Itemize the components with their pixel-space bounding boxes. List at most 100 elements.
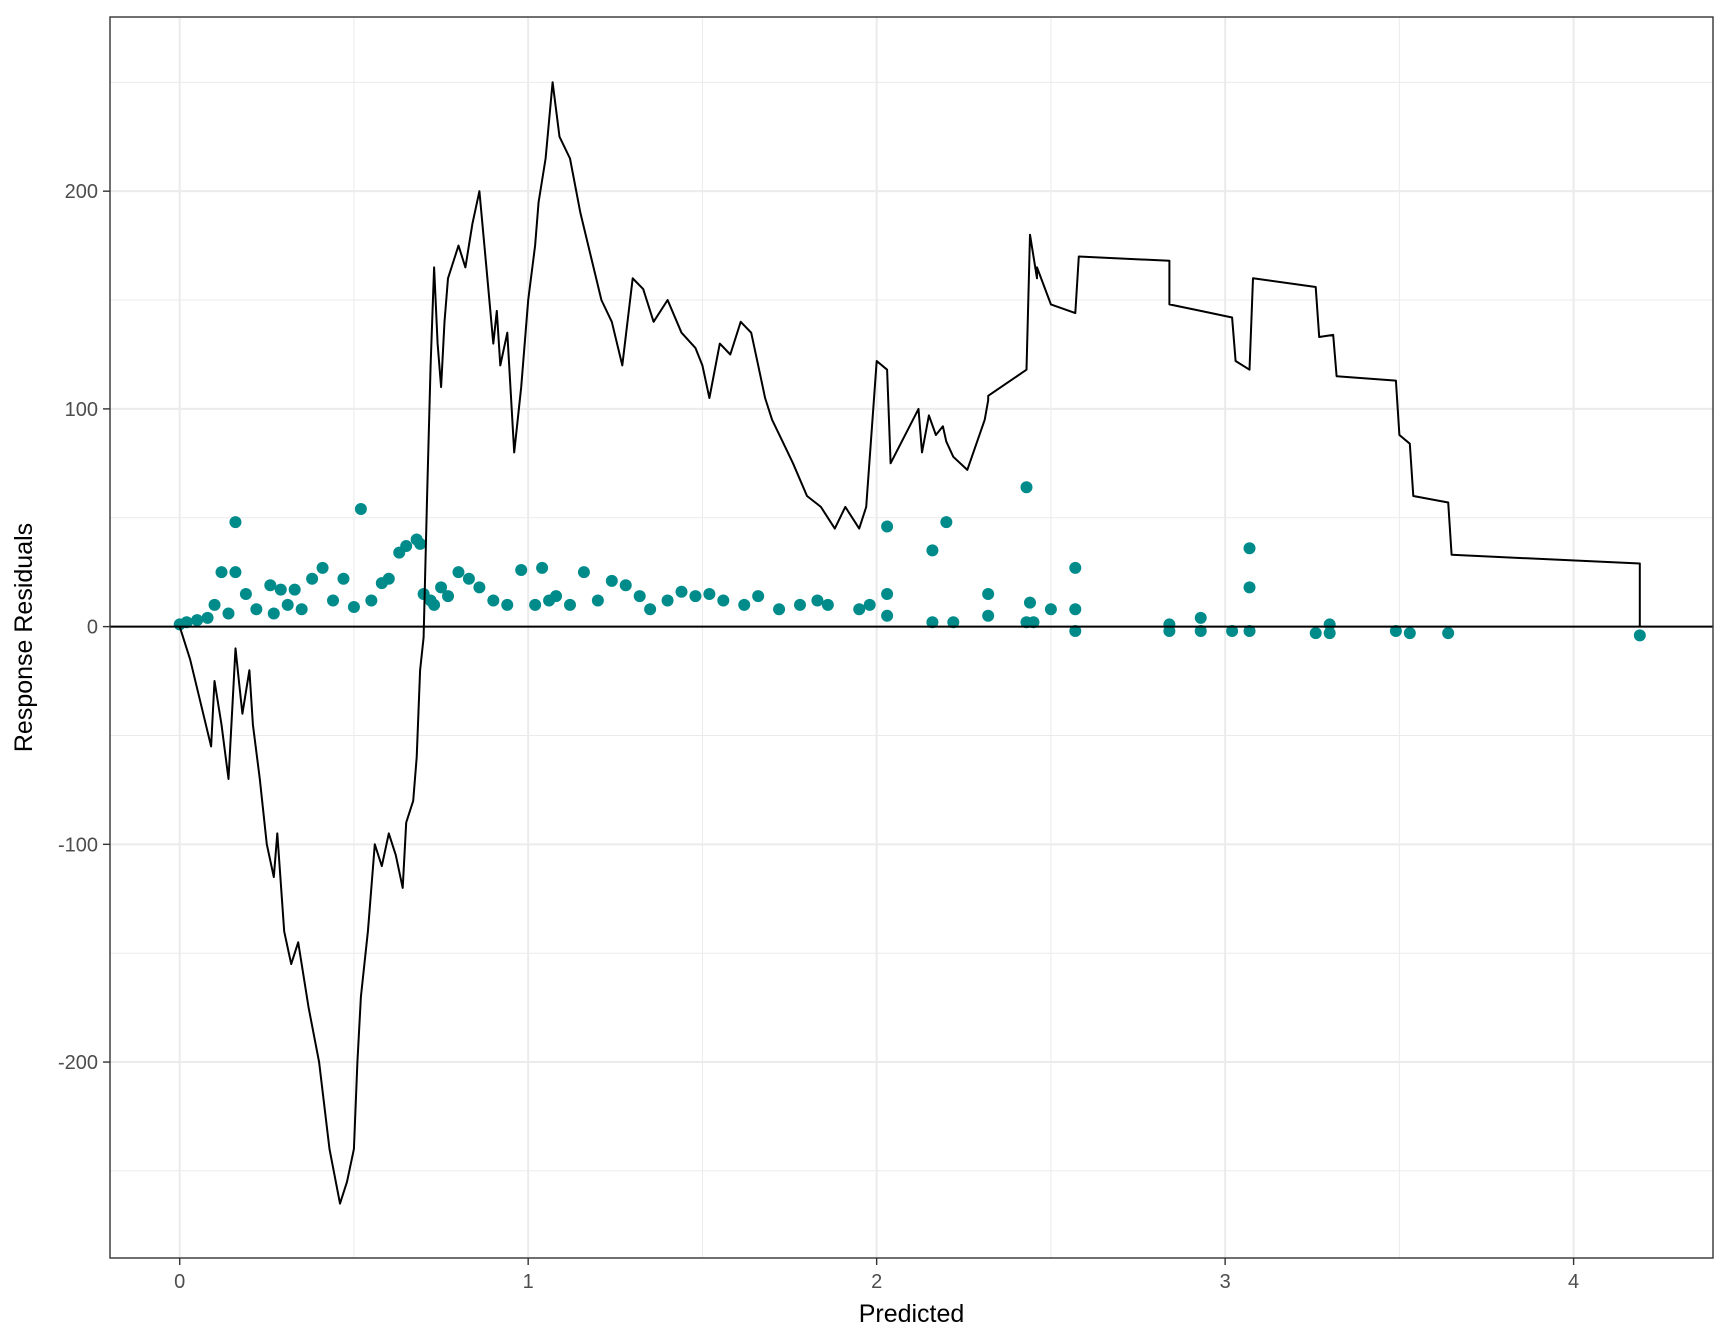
residual-point xyxy=(452,566,465,579)
residual-point xyxy=(267,607,280,620)
residual-point xyxy=(1023,596,1036,609)
x-tick-label: 2 xyxy=(871,1271,882,1293)
cumulative-residual-line xyxy=(178,81,1641,1205)
x-tick-label: 1 xyxy=(523,1271,534,1293)
residual-point xyxy=(295,603,308,616)
residual-point xyxy=(563,598,576,611)
residual-point xyxy=(1403,627,1416,640)
residual-point xyxy=(1069,624,1082,637)
residual-point xyxy=(752,590,765,603)
residual-point xyxy=(473,581,486,594)
residual-point xyxy=(435,581,448,594)
residual-point xyxy=(853,603,866,616)
axes: 0 1 2 3 4 -200 -100 0 100 200 xyxy=(58,181,1579,1293)
residual-point xyxy=(661,594,674,607)
residual-point xyxy=(274,583,287,596)
x-axis-title: Predicted xyxy=(859,1300,965,1328)
residual-point xyxy=(400,540,413,553)
residual-point xyxy=(863,598,876,611)
residual-point xyxy=(633,590,646,603)
y-tick-label: -200 xyxy=(58,1052,98,1074)
y-tick-label: 200 xyxy=(65,181,98,203)
residual-point xyxy=(1243,542,1256,555)
residual-point xyxy=(926,616,939,629)
residual-point xyxy=(347,601,360,614)
residual-point xyxy=(1069,561,1082,574)
residual-point xyxy=(201,611,214,624)
residual-point xyxy=(536,561,549,574)
residual-point xyxy=(577,566,590,579)
residual-point xyxy=(550,590,563,603)
residual-point xyxy=(1633,629,1646,642)
residual-point xyxy=(793,598,806,611)
residual-point xyxy=(773,603,786,616)
residual-point xyxy=(208,598,221,611)
y-tick-label: -100 xyxy=(58,834,98,856)
y-tick-label: 0 xyxy=(87,617,98,639)
residual-point xyxy=(229,516,242,529)
residual-point xyxy=(1243,581,1256,594)
residual-point xyxy=(239,587,252,600)
residual-point xyxy=(605,574,618,587)
residual-point xyxy=(382,572,395,585)
cumulative-residual-path xyxy=(178,81,1641,1205)
residual-point xyxy=(1194,624,1207,637)
residual-point xyxy=(264,579,277,592)
residual-point xyxy=(982,587,995,600)
residual-point xyxy=(1323,627,1336,640)
residual-point xyxy=(428,598,441,611)
residual-point xyxy=(644,603,657,616)
residual-point xyxy=(1309,627,1322,640)
residual-point xyxy=(881,520,894,533)
residual-point xyxy=(414,537,427,550)
residual-point xyxy=(327,594,340,607)
residual-point xyxy=(337,572,350,585)
residual-point xyxy=(354,503,367,516)
residual-point xyxy=(1226,624,1239,637)
x-tick-label: 3 xyxy=(1220,1271,1231,1293)
residual-point xyxy=(215,566,228,579)
y-tick-label: 100 xyxy=(65,399,98,421)
residual-point xyxy=(1243,624,1256,637)
residual-point xyxy=(281,598,294,611)
residual-point xyxy=(462,572,475,585)
residual-point xyxy=(1163,624,1176,637)
residual-point xyxy=(881,609,894,622)
y-axis-title: Response Residuals xyxy=(10,523,38,752)
residual-point xyxy=(1389,624,1402,637)
residual-point xyxy=(222,607,235,620)
residual-point xyxy=(1069,603,1082,616)
residual-point xyxy=(515,564,528,577)
residual-point xyxy=(180,616,193,629)
residual-point xyxy=(940,516,953,529)
residual-point xyxy=(675,585,688,598)
residual-point xyxy=(365,594,378,607)
panel-border xyxy=(109,16,1714,1259)
residual-point xyxy=(619,579,632,592)
residual-point xyxy=(442,590,455,603)
residual-point xyxy=(529,598,542,611)
residual-point xyxy=(306,572,319,585)
residual-point xyxy=(288,583,301,596)
residual-point xyxy=(1044,603,1057,616)
residual-point xyxy=(191,614,204,627)
residual-point xyxy=(1027,616,1040,629)
residual-points xyxy=(173,481,1646,642)
residual-point xyxy=(1442,627,1455,640)
residual-point xyxy=(926,544,939,557)
residual-point xyxy=(501,598,514,611)
residual-point xyxy=(811,594,824,607)
residual-point xyxy=(717,594,730,607)
residual-point xyxy=(738,598,751,611)
residual-point xyxy=(1194,611,1207,624)
residual-point xyxy=(1020,481,1033,494)
residual-point xyxy=(689,590,702,603)
residual-point xyxy=(881,587,894,600)
residual-point xyxy=(316,561,329,574)
residual-point xyxy=(487,594,500,607)
x-tick-label: 4 xyxy=(1568,1271,1579,1293)
x-tick-label: 0 xyxy=(174,1271,185,1293)
residual-point xyxy=(947,616,960,629)
